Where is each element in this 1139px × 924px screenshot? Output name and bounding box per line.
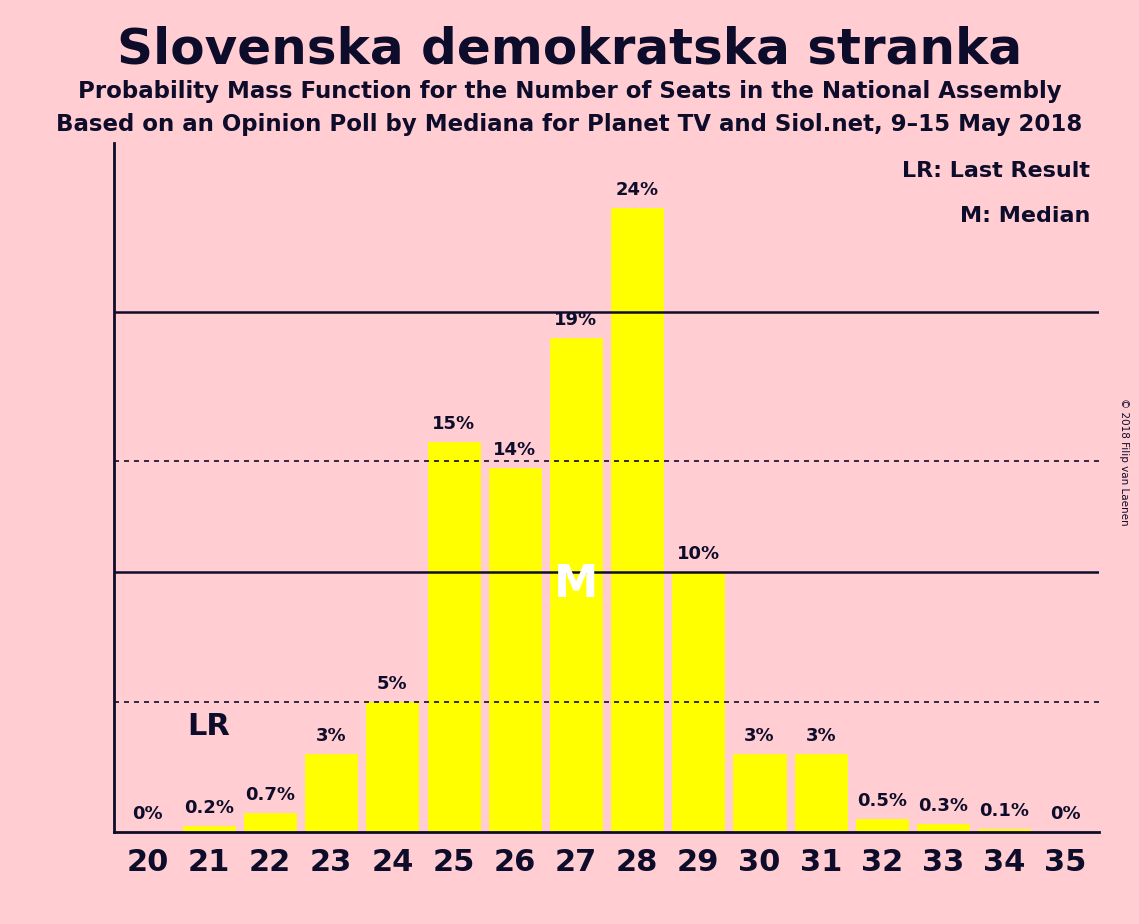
Text: 3%: 3% <box>744 726 775 745</box>
Bar <box>244 813 296 832</box>
Bar <box>550 338 601 832</box>
Text: M: M <box>554 564 598 606</box>
Text: 19%: 19% <box>555 311 598 329</box>
Text: 14%: 14% <box>493 441 536 459</box>
Text: 24%: 24% <box>615 181 658 199</box>
Text: 5%: 5% <box>377 675 408 693</box>
Text: Probability Mass Function for the Number of Seats in the National Assembly: Probability Mass Function for the Number… <box>77 80 1062 103</box>
Text: LR: Last Result: LR: Last Result <box>902 162 1090 181</box>
Bar <box>305 754 358 832</box>
Text: M: Median: M: Median <box>959 205 1090 225</box>
Bar <box>612 208 663 832</box>
Text: 3%: 3% <box>316 726 346 745</box>
Text: Slovenska demokratska stranka: Slovenska demokratska stranka <box>117 26 1022 74</box>
Bar <box>978 829 1031 832</box>
Text: Based on an Opinion Poll by Mediana for Planet TV and Siol.net, 9–15 May 2018: Based on an Opinion Poll by Mediana for … <box>56 113 1083 136</box>
Bar <box>489 468 541 832</box>
Text: 0%: 0% <box>1050 805 1081 822</box>
Text: LR: LR <box>187 711 230 741</box>
Text: 10%: 10% <box>677 545 720 563</box>
Bar <box>182 826 235 832</box>
Bar <box>367 701 418 832</box>
Text: 0%: 0% <box>132 805 163 822</box>
Text: © 2018 Filip van Laenen: © 2018 Filip van Laenen <box>1120 398 1129 526</box>
Bar <box>917 824 969 832</box>
Text: 0.3%: 0.3% <box>918 796 968 815</box>
Text: 3%: 3% <box>805 726 836 745</box>
Text: 15%: 15% <box>432 415 475 432</box>
Bar <box>672 572 724 832</box>
Text: 0.7%: 0.7% <box>245 786 295 804</box>
Bar <box>427 442 480 832</box>
Bar <box>734 754 786 832</box>
Bar <box>855 819 908 832</box>
Text: 0.1%: 0.1% <box>980 802 1030 820</box>
Bar <box>795 754 846 832</box>
Text: 0.5%: 0.5% <box>857 792 907 809</box>
Text: 0.2%: 0.2% <box>183 799 233 818</box>
